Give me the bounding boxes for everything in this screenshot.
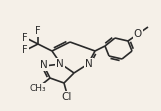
Text: O: O	[134, 29, 142, 39]
Text: Cl: Cl	[62, 92, 72, 102]
Text: N: N	[85, 59, 93, 69]
Text: CH₃: CH₃	[30, 83, 46, 92]
Text: F: F	[22, 45, 28, 55]
Text: F: F	[35, 26, 41, 36]
Text: N: N	[56, 59, 64, 69]
Text: F: F	[22, 33, 28, 43]
Text: N: N	[40, 60, 48, 70]
